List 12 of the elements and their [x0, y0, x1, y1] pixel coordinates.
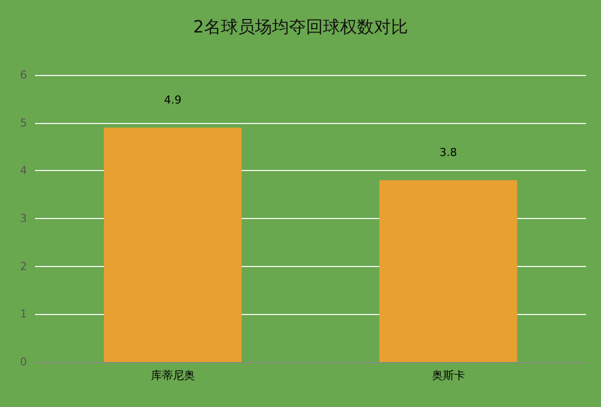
y-tick-label: 4: [20, 164, 27, 178]
x-tick-label: 库蒂尼奥: [150, 369, 195, 382]
x-tick-label: 奥斯卡: [432, 369, 465, 382]
y-tick-label: 5: [20, 116, 27, 130]
data-label: 3.8: [440, 146, 457, 160]
y-tick-label: 3: [20, 212, 27, 225]
y-tick-label: 0: [20, 356, 27, 368]
chart-title: 2名球员场均夺回球权数对比: [193, 18, 408, 38]
y-tick-label: 1: [20, 308, 27, 321]
y-tick-label: 2: [20, 260, 27, 273]
data-label: 4.9: [164, 94, 182, 107]
y-tick-label: 6: [20, 68, 27, 82]
